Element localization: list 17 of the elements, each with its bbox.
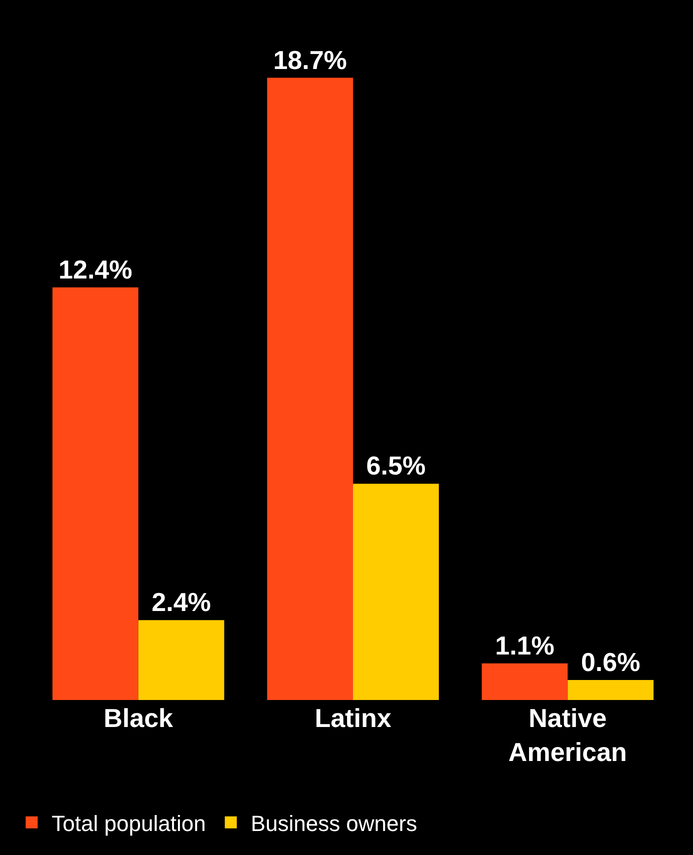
data-label: 2.4% — [152, 587, 211, 618]
data-label: 0.6% — [580, 647, 640, 678]
data-label: 18.7% — [273, 44, 347, 75]
legend-label: Total population — [52, 810, 206, 836]
legend-label: Business owners — [250, 810, 418, 836]
bar — [138, 620, 224, 700]
data-label: 12.4% — [58, 254, 132, 284]
x-tick-label: Black — [104, 703, 174, 733]
x-tick-label: Latinx — [314, 703, 392, 733]
bar — [52, 287, 138, 700]
x-tick-label: Native American — [508, 703, 627, 767]
bar — [267, 78, 353, 700]
data-label: 6.5% — [366, 450, 426, 481]
bar — [353, 484, 439, 700]
data-label: 1.1% — [495, 630, 554, 660]
bar — [568, 680, 654, 700]
bar — [482, 663, 568, 700]
